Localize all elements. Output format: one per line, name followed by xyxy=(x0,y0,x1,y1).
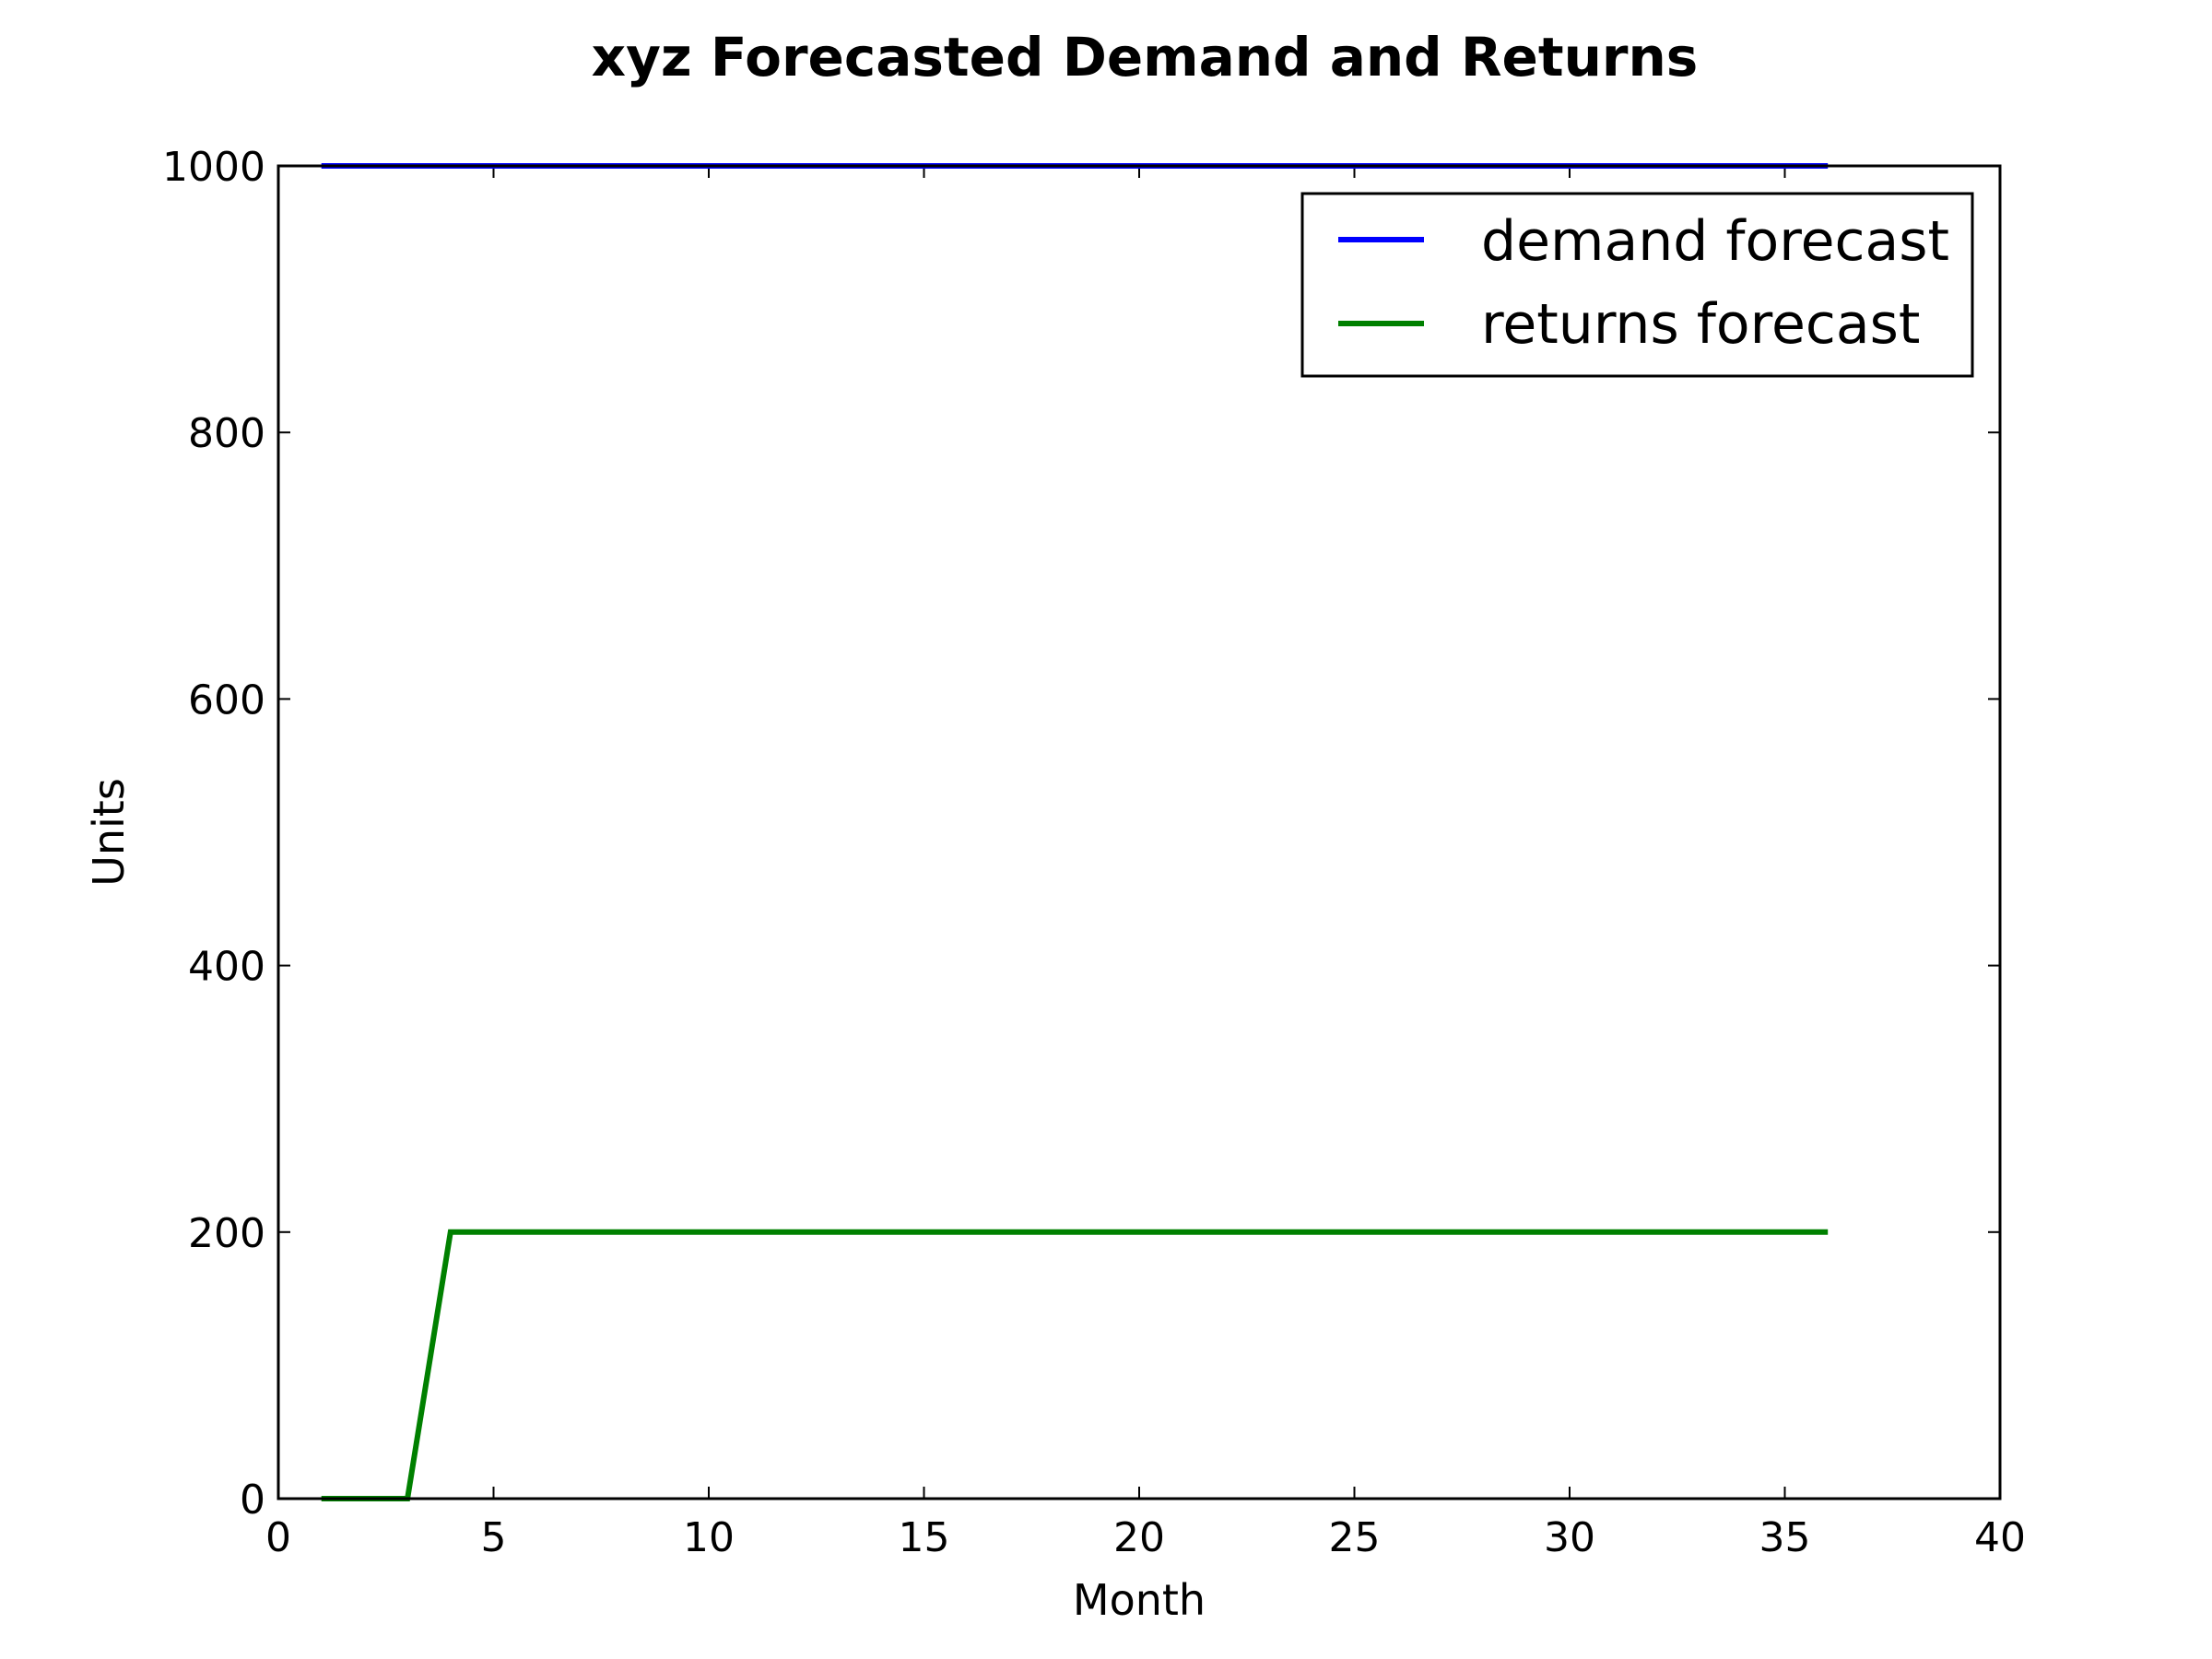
legend-frame xyxy=(1300,192,1974,378)
x-tick-label-10: 10 xyxy=(683,1514,735,1561)
x-axis-label: Month xyxy=(1073,1575,1206,1625)
x-tick-label-5: 5 xyxy=(481,1514,507,1561)
legend-label-returns-forecast: returns forecast xyxy=(1481,292,1920,357)
x-tick-label-40: 40 xyxy=(1974,1514,2026,1561)
x-tick-label-30: 30 xyxy=(1544,1514,1595,1561)
legend: demand forecast returns forecast xyxy=(1300,192,1974,378)
y-axis-label: Units xyxy=(84,778,134,887)
y-tick-label-600: 600 xyxy=(188,677,265,724)
chart-title: xyz Forecasted Demand and Returns xyxy=(592,26,1699,88)
y-tick-label-0: 0 xyxy=(240,1477,265,1524)
plot-frame xyxy=(276,164,2002,1500)
y-tick-label-800: 800 xyxy=(188,410,265,457)
x-tick-label-25: 25 xyxy=(1329,1514,1381,1561)
x-tick-label-0: 0 xyxy=(265,1514,291,1561)
legend-label-demand-forecast: demand forecast xyxy=(1481,209,1949,274)
series-line-returns-forecast xyxy=(321,1229,1829,1501)
plot-area xyxy=(278,166,2000,1499)
x-tick-label-35: 35 xyxy=(1759,1514,1811,1561)
x-tick-label-20: 20 xyxy=(1113,1514,1165,1561)
y-tick-label-400: 400 xyxy=(188,944,265,991)
y-tick-label-1000: 1000 xyxy=(162,144,265,191)
x-tick-label-15: 15 xyxy=(899,1514,950,1561)
y-tick-label-200: 200 xyxy=(188,1210,265,1257)
